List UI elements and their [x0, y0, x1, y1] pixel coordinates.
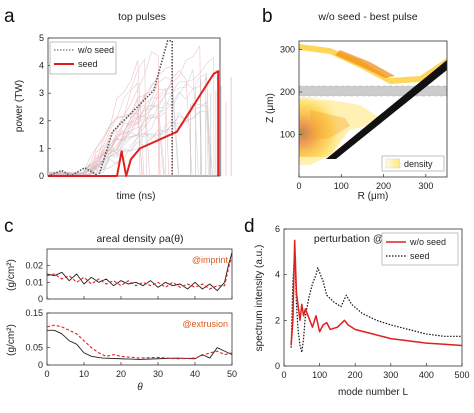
- colorbar-label: density: [404, 159, 433, 169]
- xtick-label: 100: [334, 181, 349, 191]
- panel-c-ticks: 0 0.01 0.02 0 0.05 0.15 0 10 20 30 40 50: [25, 261, 237, 379]
- ytick-label: 5: [39, 33, 44, 43]
- panel-b-xlabel: R (μm): [358, 191, 389, 202]
- ytick-label: 2: [275, 315, 280, 325]
- masked-band: [299, 86, 447, 96]
- ytick-label: 0.05: [25, 343, 43, 353]
- panel-d-legend: w/o seed seed: [381, 232, 459, 266]
- panel-d-axes: [283, 228, 463, 367]
- panel-c: c areal density ρa(θ) 0 0.01 0.02 0 0.05 0.15…: [4, 216, 237, 393]
- areal-density-series: [46, 324, 233, 360]
- ytick-label: 0.01: [25, 277, 43, 287]
- ytick-label: 0: [38, 360, 43, 370]
- xtick-label: 400: [419, 370, 434, 380]
- xtick-label: 50: [227, 369, 237, 379]
- ytick-label: 1: [39, 143, 44, 153]
- legend-wo-seed: w/o seed: [77, 45, 114, 55]
- panel-d-ticks: 0 100 200 300 400 500 0 2 4 6: [275, 224, 470, 380]
- panel-a: a top pulses 0 1 2 3 4 5 time (ns) power (TW)…: [4, 6, 232, 202]
- legend-seed: seed: [78, 59, 98, 69]
- ytick-label: 0: [39, 171, 44, 181]
- annotation-extrusion: @extrusion: [182, 319, 228, 329]
- areal-density-series: [46, 255, 233, 290]
- xtick-label: 0: [296, 181, 301, 191]
- annotation-imprint: @imprint: [192, 255, 229, 265]
- panel-b-ticks: 0 100 200 300 100 200 300: [280, 45, 433, 192]
- ytick-label: 2: [39, 116, 44, 126]
- panel-a-yticks: 0 1 2 3 4 5: [39, 33, 51, 181]
- ytick-label: 3: [39, 88, 44, 98]
- panel-label-c: c: [4, 216, 14, 237]
- panel-label-a: a: [4, 6, 15, 27]
- panel-a-xlabel: time (ns): [117, 191, 156, 202]
- panel-d-series: [290, 239, 463, 353]
- candidate-trace: [47, 88, 170, 177]
- panel-a-axes: [47, 37, 221, 177]
- xtick-label: 300: [383, 370, 398, 380]
- areal-density-series: [47, 329, 233, 360]
- xtick-label: 0: [44, 369, 49, 379]
- xtick-label: 0: [281, 370, 286, 380]
- ytick-label: 0.15: [25, 308, 43, 318]
- panel-c-bottom-ylabel: (g/cm²): [6, 324, 17, 356]
- panel-d: d perturbation @extrusion 0 100 200 300 400 5…: [244, 216, 470, 398]
- xtick-label: 500: [454, 370, 469, 380]
- xtick-label: 100: [312, 370, 327, 380]
- xtick-label: 40: [190, 369, 200, 379]
- cone-wall: [326, 60, 447, 159]
- xtick-label: 300: [418, 181, 433, 191]
- panel-b: b w/o seed - best pulse 0 100 200 300 100 200…: [262, 6, 448, 202]
- series-d-seed: [290, 251, 462, 353]
- areal-density-series: [46, 252, 233, 292]
- panel-b-axes: [298, 40, 448, 178]
- legend-d-seed: seed: [410, 251, 430, 261]
- panel-a-series: [47, 39, 220, 177]
- panel-d-ylabel: spectrum intensity (a.u.): [254, 245, 265, 352]
- series-d-wo-seed: [290, 239, 463, 347]
- ytick-label: 0.02: [25, 261, 43, 271]
- panel-c-top-ylabel: (g/cm²): [6, 259, 17, 291]
- xtick-label: 20: [116, 369, 126, 379]
- ytick-label: 200: [280, 87, 295, 97]
- panel-b-ylabel: Z (μm): [265, 93, 276, 123]
- panel-b-colorbar: density: [381, 155, 445, 172]
- panel-d-xlabel: mode number L: [338, 387, 408, 398]
- panel-a-ylabel: power (TW): [14, 80, 25, 132]
- panel-a-title: top pulses: [118, 11, 166, 23]
- xtick-label: 200: [348, 370, 363, 380]
- panel-label-b: b: [262, 6, 273, 27]
- series-seed: [48, 70, 220, 177]
- ytick-label: 0: [275, 361, 280, 371]
- panel-b-heatmap: [298, 41, 448, 177]
- panel-a-legend: w/o seed seed: [49, 41, 117, 75]
- xtick-label: 30: [153, 369, 163, 379]
- panel-c-title: areal density ρa(θ): [96, 233, 183, 245]
- panel-label-d: d: [244, 216, 255, 237]
- panel-c-series: [46, 252, 233, 360]
- ytick-label: 100: [280, 130, 295, 140]
- xtick-label: 10: [79, 369, 89, 379]
- panel-b-title: w/o seed - best pulse: [317, 11, 417, 23]
- ytick-label: 300: [280, 45, 295, 55]
- ytick-label: 0: [38, 294, 43, 304]
- xtick-label: 200: [376, 181, 391, 191]
- legend-d-wo-seed: w/o seed: [409, 237, 446, 247]
- panel-c-xlabel: θ: [137, 382, 143, 393]
- ytick-label: 4: [275, 270, 280, 280]
- ytick-label: 4: [39, 61, 44, 71]
- ytick-label: 6: [275, 224, 280, 234]
- panel-c-bottom-axes: [46, 312, 233, 366]
